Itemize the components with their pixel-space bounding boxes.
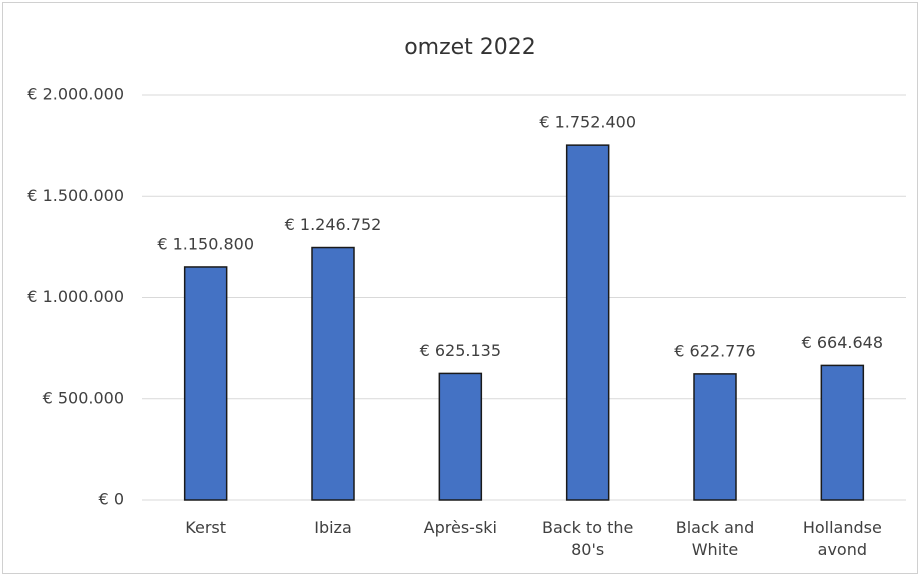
data-label: € 1.752.400 [539,113,636,132]
data-label: € 622.776 [674,341,755,360]
y-tick-label: € 2.000.000 [27,85,124,104]
bar [820,364,865,501]
bar [438,372,483,501]
bar [311,246,355,501]
bar [693,373,737,501]
x-tick-label: Kerst [185,518,227,537]
y-tick-label: € 0 [99,490,124,509]
x-tick-label: Black and White [675,518,755,559]
bar [565,144,610,501]
x-tick-label: Back to the 80's [541,518,634,559]
x-tick-label: Hollandse avond [802,518,882,559]
data-label: € 625.135 [420,341,501,360]
y-tick-label: € 1.500.000 [27,186,124,205]
chart-title: omzet 2022 [404,35,536,60]
data-label: € 1.150.800 [157,234,254,253]
x-tick-label: Après-ski [423,518,497,537]
y-tick-label: € 500.000 [43,388,124,407]
x-tick-label: Ibiza [314,518,352,537]
bar [183,266,228,501]
y-tick-label: € 1.000.000 [27,287,124,306]
data-label: € 664.648 [802,333,883,352]
data-label: € 1.246.752 [285,215,382,234]
